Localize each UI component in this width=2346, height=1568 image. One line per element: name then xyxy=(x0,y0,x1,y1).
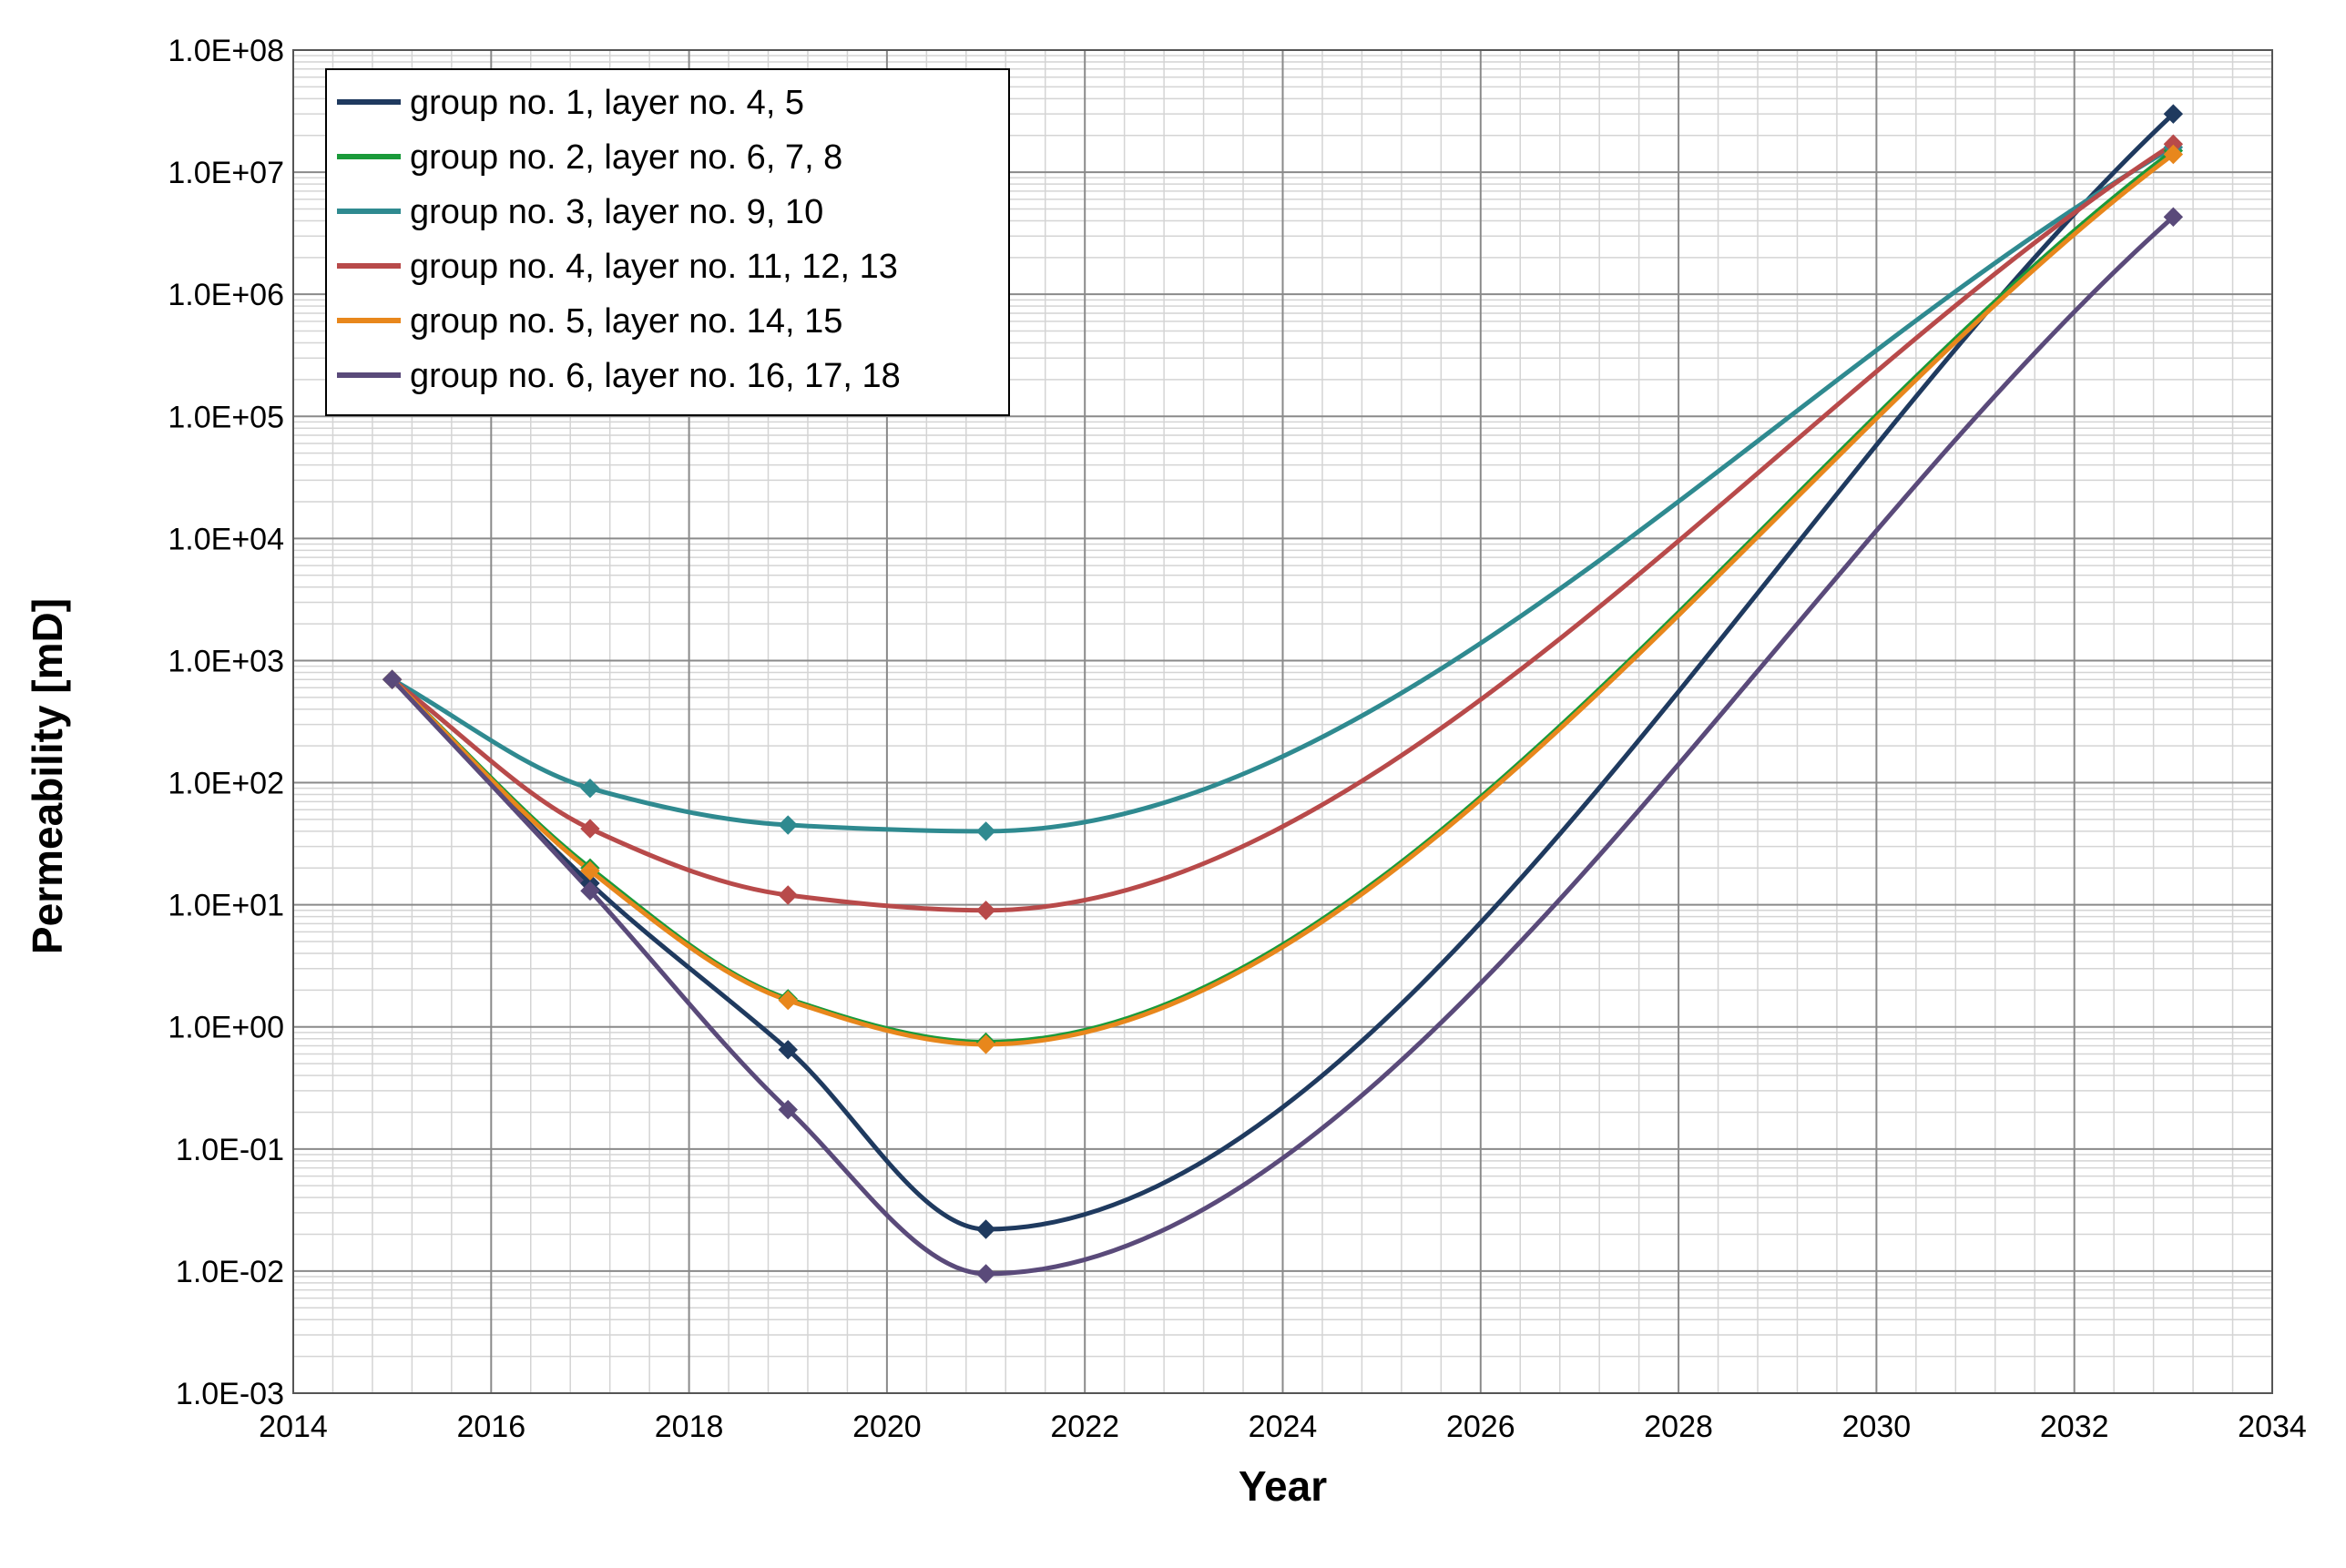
series-1-marker xyxy=(2163,104,2184,124)
y-tick-label: 1.0E+00 xyxy=(168,1011,284,1045)
plot-area-frame xyxy=(292,49,2273,1394)
legend-entry-4: group no. 4, layer no. 11, 12, 13 xyxy=(410,248,898,286)
series-6-marker xyxy=(975,1264,996,1284)
series-1-marker xyxy=(975,1219,996,1239)
x-tick-label: 2022 xyxy=(1050,1410,1119,1444)
x-axis-title: Year xyxy=(1239,1462,1327,1510)
legend: group no. 1, layer no. 4, 5 group no. 2, … xyxy=(325,68,1010,416)
series-line-3 xyxy=(391,145,2175,834)
y-tick-label: 1.0E+05 xyxy=(168,400,284,434)
y-tick-label: 1.0E-03 xyxy=(176,1377,284,1411)
y-tick-label: 1.0E+04 xyxy=(168,522,284,556)
series-line-4 xyxy=(391,142,2175,913)
legend-entry-6: group no. 6, layer no. 16, 17, 18 xyxy=(410,357,901,395)
x-tick-label: 2030 xyxy=(1842,1410,1912,1444)
x-tick-label: 2034 xyxy=(2238,1410,2307,1444)
series-3-marker xyxy=(778,815,798,835)
y-axis-tick-labels: 1.0E-03 1.0E-02 1.0E-01 1.0E+00 1.0E+01 1.0E+… xyxy=(168,34,284,1411)
x-tick-label: 2020 xyxy=(852,1410,922,1444)
legend-entry-5: group no. 5, layer no. 14, 15 xyxy=(410,302,842,341)
series-5-marker xyxy=(2163,144,2184,165)
series-6-marker xyxy=(778,1099,798,1120)
y-tick-label: 1.0E+03 xyxy=(168,644,284,678)
y-axis-title: Permeability [mD] xyxy=(24,598,71,954)
x-axis-tick-labels: 2014 2016 2018 2020 2022 2024 2026 2028 2030 2032… xyxy=(259,1410,2307,1444)
x-tick-label: 2024 xyxy=(1249,1410,1318,1444)
legend-entry-2: group no. 2, layer no. 6, 7, 8 xyxy=(410,138,842,177)
x-tick-label: 2014 xyxy=(259,1410,328,1444)
series-line-1 xyxy=(390,112,2176,1232)
legend-entry-1: group no. 1, layer no. 4, 5 xyxy=(410,84,804,122)
series-line-5 xyxy=(390,152,2175,1047)
y-tick-label: 1.0E+08 xyxy=(168,34,284,68)
series-5-marker xyxy=(580,860,600,881)
y-tick-label: 1.0E+02 xyxy=(168,767,284,801)
series-markers xyxy=(382,104,2184,1284)
series-5-marker xyxy=(975,1034,996,1054)
x-tick-label: 2026 xyxy=(1446,1410,1515,1444)
series-1-marker xyxy=(778,1040,798,1060)
series-6-marker xyxy=(2163,207,2184,227)
y-tick-label: 1.0E-02 xyxy=(176,1255,284,1289)
series-3-marker xyxy=(580,778,600,799)
series-3-marker xyxy=(975,821,996,841)
x-tick-label: 2018 xyxy=(655,1410,724,1444)
x-tick-label: 2016 xyxy=(456,1410,525,1444)
series-4-marker xyxy=(975,901,996,921)
series-4-marker xyxy=(778,885,798,905)
series-4-marker xyxy=(580,819,600,839)
y-tick-label: 1.0E-01 xyxy=(176,1133,284,1167)
y-tick-label: 1.0E+01 xyxy=(168,889,284,923)
series-line-6 xyxy=(390,215,2176,1277)
x-tick-label: 2032 xyxy=(2040,1410,2109,1444)
series-6-marker xyxy=(382,669,403,689)
legend-entry-3: group no. 3, layer no. 9, 10 xyxy=(410,193,823,231)
y-tick-label: 1.0E+07 xyxy=(168,156,284,190)
x-tick-label: 2028 xyxy=(1644,1410,1713,1444)
legend-box xyxy=(325,68,1010,416)
series-lines xyxy=(390,112,2176,1277)
series-6-marker xyxy=(580,881,600,901)
y-tick-label: 1.0E+06 xyxy=(168,278,284,312)
series-5-marker xyxy=(778,990,798,1011)
